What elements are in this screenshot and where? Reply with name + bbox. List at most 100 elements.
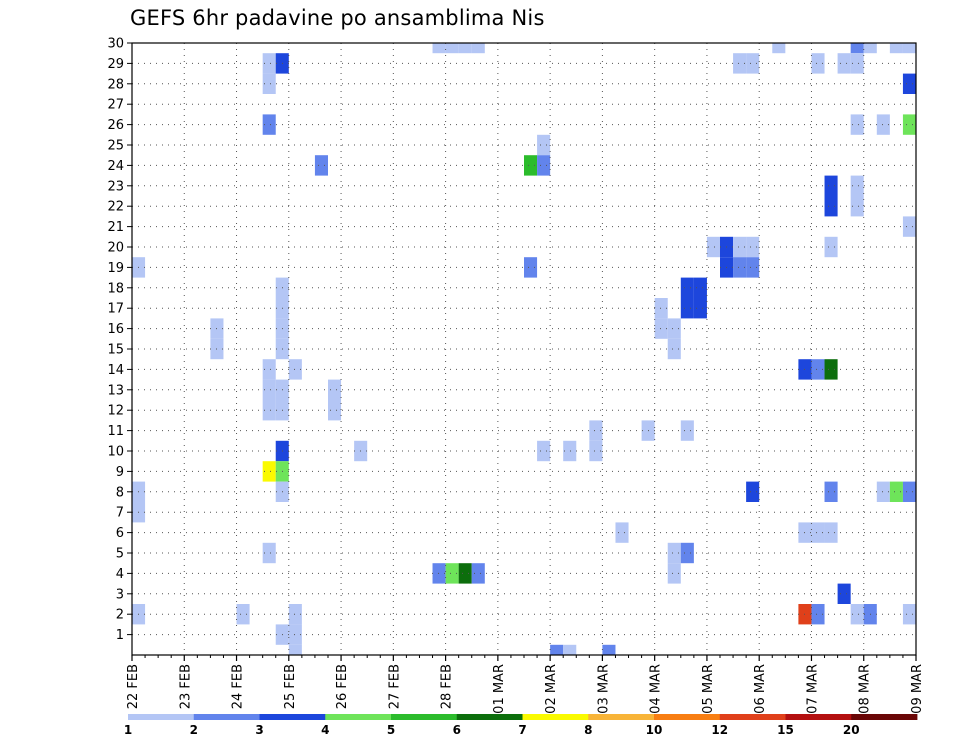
y-tick-label: 25 [107,139,124,154]
heatmap-cell [262,461,276,482]
y-tick-label: 1 [116,628,124,643]
heatmap-cell [288,624,302,645]
y-tick-label: 24 [107,159,124,174]
x-tick-label: 04 MAR [649,664,664,714]
x-tick-label: 01 MAR [492,664,507,714]
x-tick-label: 22 FEB [126,664,141,709]
heatmap-cell [262,400,276,421]
heatmap-cell [524,155,538,176]
legend-label: 10 [646,723,663,737]
y-tick-label: 13 [107,383,124,398]
y-tick-label: 28 [107,77,124,92]
heatmap-cell [772,43,786,54]
heatmap-cell [902,73,916,94]
heatmap-cell [889,481,903,502]
heatmap-cell [445,43,459,54]
x-tick-label: 27 FEB [387,664,402,709]
heatmap-cell [850,53,864,74]
heatmap-cell [746,481,760,502]
y-tick-label: 4 [116,567,124,582]
heatmap-cell [262,53,276,74]
heatmap-cell [314,155,328,176]
y-tick-label: 7 [116,506,124,521]
heatmap-cell [824,175,838,196]
heatmap-cell [850,604,864,625]
x-axis: 22 FEB 23 FEB 24 FEB 25 FEB 26 FEB 27 FEB 28 F… [126,655,925,714]
heatmap-cell [850,114,864,135]
heatmap-cell [850,196,864,217]
heatmap-cell [733,257,747,278]
heatmap-cell [654,318,668,339]
x-tick-label: 28 FEB [440,664,455,709]
heatmap-cell [445,563,459,584]
heatmap-cell [889,43,903,54]
heatmap-cell [667,318,681,339]
y-tick-label: 15 [107,343,124,358]
legend-label: 7 [518,723,526,737]
y-tick-label: 16 [107,322,124,337]
heatmap-cell [667,338,681,360]
heatmap-cell [863,43,877,54]
heatmap-cell [563,440,577,462]
legend-swatch [654,714,721,720]
heatmap-cell [432,43,446,54]
legend-swatch [128,714,195,720]
legend-label: 8 [584,723,592,737]
heatmap-cell [667,563,681,584]
heatmap-cell [328,400,342,421]
heatmap-cell [811,604,825,625]
y-tick-label: 27 [107,98,124,113]
heatmap-cell [458,563,472,584]
heatmap-cell [811,359,825,380]
y-tick-label: 22 [107,200,124,215]
legend-label: 1 [124,723,132,737]
legend-swatch [193,714,260,720]
heatmap-cell [733,53,747,74]
grid-lines [132,42,916,655]
x-tick-label: 23 FEB [178,664,193,709]
legend-label: 6 [453,723,461,737]
heatmap-cell [288,604,302,625]
heatmap-cell [824,196,838,217]
heatmap-cell [537,134,551,156]
x-tick-label: 05 MAR [701,664,716,714]
legend-label: 3 [255,723,263,737]
heatmap-cell [746,53,760,74]
heatmap-cell [824,359,838,380]
heatmap-cell [458,43,472,54]
y-tick-label: 3 [116,587,124,602]
heatmap-cell [811,53,825,74]
legend-swatch [456,714,523,720]
legend-swatch [391,714,458,720]
heatmap-cell [811,522,825,543]
heatmap-cell [837,583,851,604]
heatmap-cell [850,43,864,54]
y-tick-label: 26 [107,118,124,133]
x-tick-label: 08 MAR [858,664,873,714]
heatmap-cell [902,114,916,135]
legend-label: 12 [711,723,728,737]
heatmap-cell [733,236,747,258]
heatmap-cell [902,481,916,502]
y-tick-label: 12 [107,404,124,419]
heatmap-cell [876,114,890,135]
heatmap-cell [471,563,485,584]
y-tick-label: 10 [107,445,124,460]
legend-swatch [522,714,589,720]
heatmap-cell [902,43,916,54]
legend-swatch [719,714,786,720]
legend-label: 15 [777,723,794,737]
heatmap-cell [693,277,707,298]
x-tick-label: 24 FEB [231,664,246,709]
y-tick-label: 8 [116,485,124,500]
y-tick-label: 18 [107,281,124,296]
heatmap-cell [680,420,694,441]
heatmap-cell [537,440,551,462]
heatmap-cell [262,542,276,564]
legend-label: 5 [387,723,395,737]
heatmap-cell [837,53,851,74]
heatmap-cell [471,43,485,54]
y-tick-label: 17 [107,302,124,317]
heatmap-cell [262,359,276,380]
